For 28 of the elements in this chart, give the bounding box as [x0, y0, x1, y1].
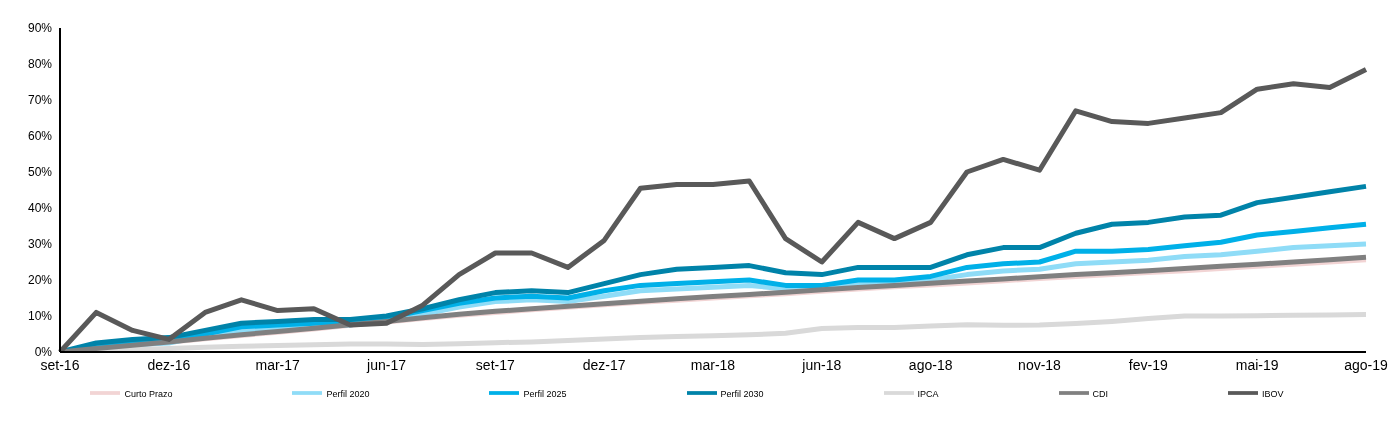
x-tick-label: fev-19 — [1128, 356, 1168, 373]
y-tick-label: 30% — [27, 237, 53, 252]
legend-label: IBOV — [1262, 389, 1284, 400]
y-tick-label: 70% — [27, 93, 53, 108]
x-tick-label: mar-17 — [255, 356, 301, 373]
x-tick-label: dez-17 — [582, 356, 626, 373]
legend-label: CDI — [1092, 389, 1109, 400]
legend-label: Curto Prazo — [124, 389, 173, 400]
x-tick-label: ago-18 — [908, 356, 953, 373]
y-tick-label: 90% — [27, 21, 53, 36]
legend-label: Perfil 2025 — [523, 389, 567, 400]
y-tick-label: 40% — [27, 201, 53, 216]
y-tick-label: 80% — [27, 57, 53, 72]
x-tick-label: nov-18 — [1018, 356, 1062, 373]
x-tick-label: dez-16 — [147, 356, 191, 373]
y-tick-label: 10% — [27, 309, 53, 324]
x-tick-label: jun-17 — [366, 356, 407, 373]
legend-label: Perfil 2030 — [720, 389, 764, 400]
x-tick-label: mar-18 — [690, 356, 736, 373]
legend-label: Perfil 2020 — [326, 389, 370, 400]
y-tick-label: 60% — [27, 129, 53, 144]
y-tick-label: 20% — [27, 273, 53, 288]
x-tick-label: ago-19 — [1344, 356, 1389, 373]
x-tick-label: jun-18 — [801, 356, 842, 373]
x-tick-label: set-17 — [475, 356, 515, 373]
y-tick-label: 50% — [27, 165, 53, 180]
legend-label: IPCA — [917, 389, 939, 400]
x-tick-label: mai-19 — [1235, 356, 1279, 373]
